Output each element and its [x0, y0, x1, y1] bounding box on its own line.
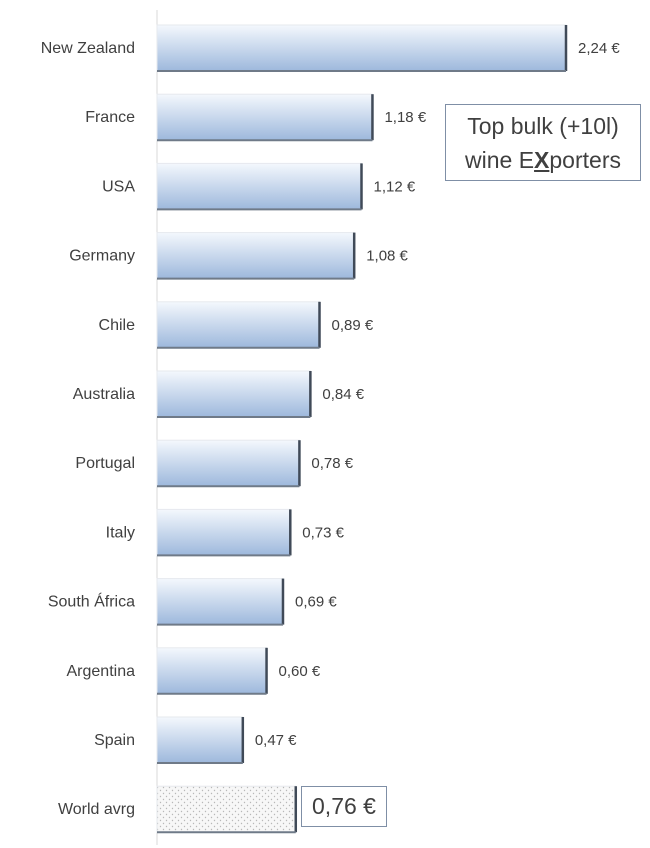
bar: [156, 93, 373, 141]
bar: [156, 370, 311, 418]
category-label: Portugal: [75, 455, 135, 472]
data-label: 0,60 €: [279, 663, 321, 680]
data-label: 0,78 €: [311, 455, 353, 472]
bar: [156, 162, 362, 210]
annotation-text: wine E: [465, 147, 535, 173]
data-label: 1,08 €: [366, 248, 408, 265]
category-label: Argentina: [67, 663, 136, 680]
data-label: 1,18 €: [384, 109, 426, 126]
category-label: France: [85, 109, 135, 126]
bar: [156, 647, 268, 695]
bar: [156, 785, 297, 833]
category-label: USA: [102, 178, 135, 195]
data-label: 0,89 €: [332, 317, 374, 334]
annotation-box: Top bulk (+10l) wine EXporters: [445, 104, 641, 181]
category-label: Germany: [69, 248, 135, 265]
data-label: 0,69 €: [295, 594, 337, 611]
bar: [156, 24, 567, 72]
category-label: Chile: [99, 317, 136, 334]
annotation-line-2: wine EXporters: [446, 143, 640, 177]
data-label: 0,84 €: [322, 386, 364, 403]
world-average-value-box: 0,76 €: [301, 786, 387, 827]
category-label: New Zealand: [41, 40, 135, 57]
bar: [156, 439, 300, 487]
category-label: South África: [48, 592, 135, 611]
data-label: 0,73 €: [302, 524, 344, 541]
data-label: 0,47 €: [255, 732, 297, 749]
bar: [156, 301, 321, 349]
data-label: 1,12 €: [374, 178, 416, 195]
annotation-text: porters: [549, 147, 621, 173]
bar: [156, 508, 291, 556]
bar: [156, 232, 355, 280]
annotation-highlight: X: [534, 147, 550, 173]
category-label: Australia: [73, 386, 135, 403]
bar: [156, 716, 244, 764]
annotation-line-1: Top bulk (+10l): [467, 113, 619, 139]
category-label: Italy: [106, 524, 135, 541]
category-label: World avrg: [58, 801, 135, 818]
data-label: 2,24 €: [578, 40, 620, 57]
bar: [156, 578, 284, 626]
category-label: Spain: [94, 732, 135, 749]
